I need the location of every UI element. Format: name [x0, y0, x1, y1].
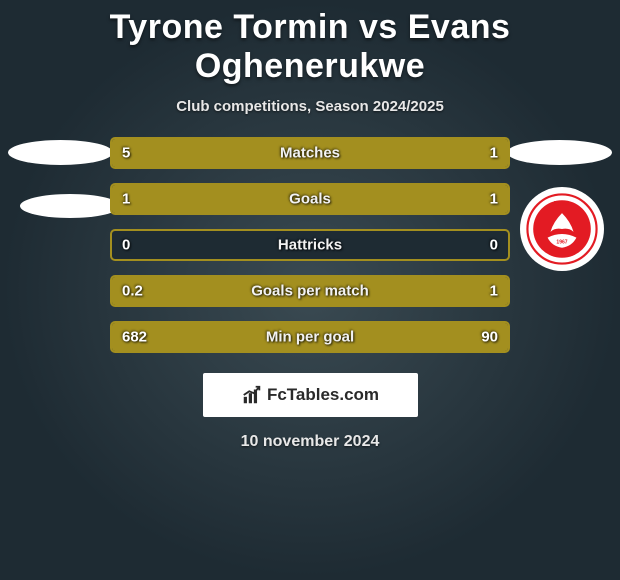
bar-fill-left — [112, 139, 442, 167]
player-left-placeholder-2 — [20, 194, 120, 218]
stat-label: Hattricks — [278, 237, 342, 254]
stat-value-right: 0 — [490, 237, 498, 254]
stat-row: 5 1 Matches — [110, 137, 510, 169]
stat-rows: 5 1 Matches 1 1 Goals 0 0 Hattricks 0.2 1 Goals per… — [110, 137, 510, 353]
svg-text:1967: 1967 — [556, 239, 567, 245]
bar-fill-left — [112, 185, 310, 213]
chart-icon — [241, 384, 263, 406]
stat-value-right: 1 — [490, 283, 498, 300]
stat-value-left: 5 — [122, 145, 130, 162]
player-right-placeholder — [507, 140, 612, 165]
stat-value-left: 0 — [122, 237, 130, 254]
subtitle: Club competitions, Season 2024/2025 — [0, 98, 620, 115]
stat-label: Matches — [280, 145, 340, 162]
stat-row: 682 90 Min per goal — [110, 321, 510, 353]
stat-row: 0 0 Hattricks — [110, 229, 510, 261]
stat-label: Min per goal — [266, 329, 354, 346]
stat-row: 1 1 Goals — [110, 183, 510, 215]
stat-value-right: 1 — [490, 191, 498, 208]
bar-fill-right — [310, 185, 508, 213]
stat-value-right: 90 — [481, 329, 498, 346]
page-title: Tyrone Tormin vs Evans Oghenerukwe — [0, 6, 620, 98]
stat-label: Goals per match — [251, 283, 369, 300]
stat-value-left: 682 — [122, 329, 147, 346]
stat-value-right: 1 — [490, 145, 498, 162]
player-left-placeholder-1 — [8, 140, 113, 165]
stat-value-left: 1 — [122, 191, 130, 208]
date-text: 10 november 2024 — [0, 433, 620, 451]
stats-area: ASNL 1967 5 1 Matches 1 1 Goals 0 0 Hattricks 0.2… — [0, 137, 620, 353]
logo-text: FcTables.com — [267, 385, 379, 405]
stat-row: 0.2 1 Goals per match — [110, 275, 510, 307]
bar-fill-right — [442, 139, 508, 167]
svg-text:ASNL: ASNL — [552, 199, 572, 208]
fctables-logo[interactable]: FcTables.com — [203, 373, 418, 417]
badge-icon: ASNL 1967 — [526, 193, 598, 265]
club-badge: ASNL 1967 — [520, 187, 604, 271]
stat-label: Goals — [289, 191, 331, 208]
stat-value-left: 0.2 — [122, 283, 143, 300]
comparison-card: Tyrone Tormin vs Evans Oghenerukwe Club … — [0, 0, 620, 451]
